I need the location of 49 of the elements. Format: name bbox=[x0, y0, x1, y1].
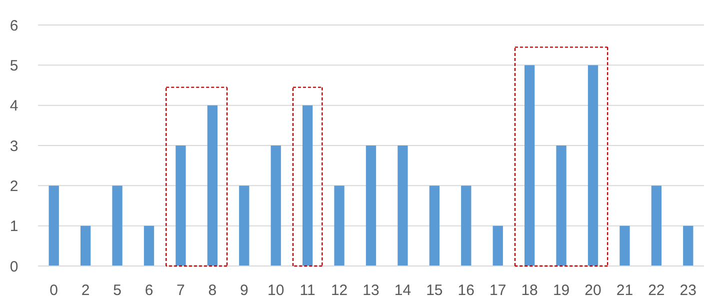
x-tick-label: 13 bbox=[362, 282, 380, 299]
y-tick-label: 3 bbox=[10, 138, 18, 155]
bar bbox=[112, 186, 122, 266]
y-tick-label: 6 bbox=[10, 17, 18, 34]
bar bbox=[270, 146, 281, 266]
x-tick-label: 8 bbox=[208, 282, 217, 299]
bar bbox=[429, 186, 440, 266]
y-tick-label: 5 bbox=[10, 57, 18, 74]
y-tick-label: 1 bbox=[10, 218, 18, 236]
bar bbox=[683, 226, 694, 266]
x-tick-label: 5 bbox=[113, 282, 122, 299]
x-tick-label: 12 bbox=[330, 282, 348, 299]
x-tick-label: 7 bbox=[176, 282, 185, 299]
bar bbox=[492, 226, 503, 266]
x-tick-label: 17 bbox=[490, 282, 506, 299]
bar bbox=[651, 186, 662, 266]
x-tick-label: 6 bbox=[144, 282, 154, 299]
x-tick-label: 23 bbox=[680, 282, 696, 299]
x-tick-label: 14 bbox=[394, 282, 412, 299]
x-tick-label: 0 bbox=[50, 282, 58, 299]
x-tick-label: 11 bbox=[300, 282, 316, 299]
bar bbox=[398, 146, 408, 266]
bar bbox=[334, 186, 344, 266]
x-tick-label: 15 bbox=[426, 282, 443, 299]
bar bbox=[80, 226, 91, 266]
x-tick-label: 10 bbox=[268, 282, 284, 299]
bar bbox=[556, 146, 566, 266]
x-tick-label: 19 bbox=[552, 282, 570, 299]
x-tick-label: 9 bbox=[240, 282, 248, 299]
bar bbox=[461, 186, 472, 266]
y-tick-label: 2 bbox=[10, 178, 18, 195]
x-tick-label: 22 bbox=[648, 282, 665, 299]
bar bbox=[48, 186, 59, 266]
bar bbox=[144, 226, 154, 266]
y-tick-label: 0 bbox=[10, 258, 18, 276]
bar bbox=[588, 65, 598, 266]
x-tick-label: 21 bbox=[616, 282, 634, 299]
bar bbox=[176, 146, 186, 266]
bar bbox=[239, 186, 250, 266]
x-tick-label: 2 bbox=[81, 282, 90, 299]
y-tick-label: 4 bbox=[10, 98, 18, 115]
bar bbox=[302, 105, 313, 266]
bar bbox=[207, 105, 218, 266]
bar bbox=[366, 146, 376, 266]
x-tick-label: 20 bbox=[584, 282, 602, 299]
bar bbox=[620, 226, 630, 266]
x-tick-label: 16 bbox=[458, 282, 474, 299]
x-tick-label: 18 bbox=[521, 282, 538, 299]
bar bbox=[524, 65, 535, 266]
